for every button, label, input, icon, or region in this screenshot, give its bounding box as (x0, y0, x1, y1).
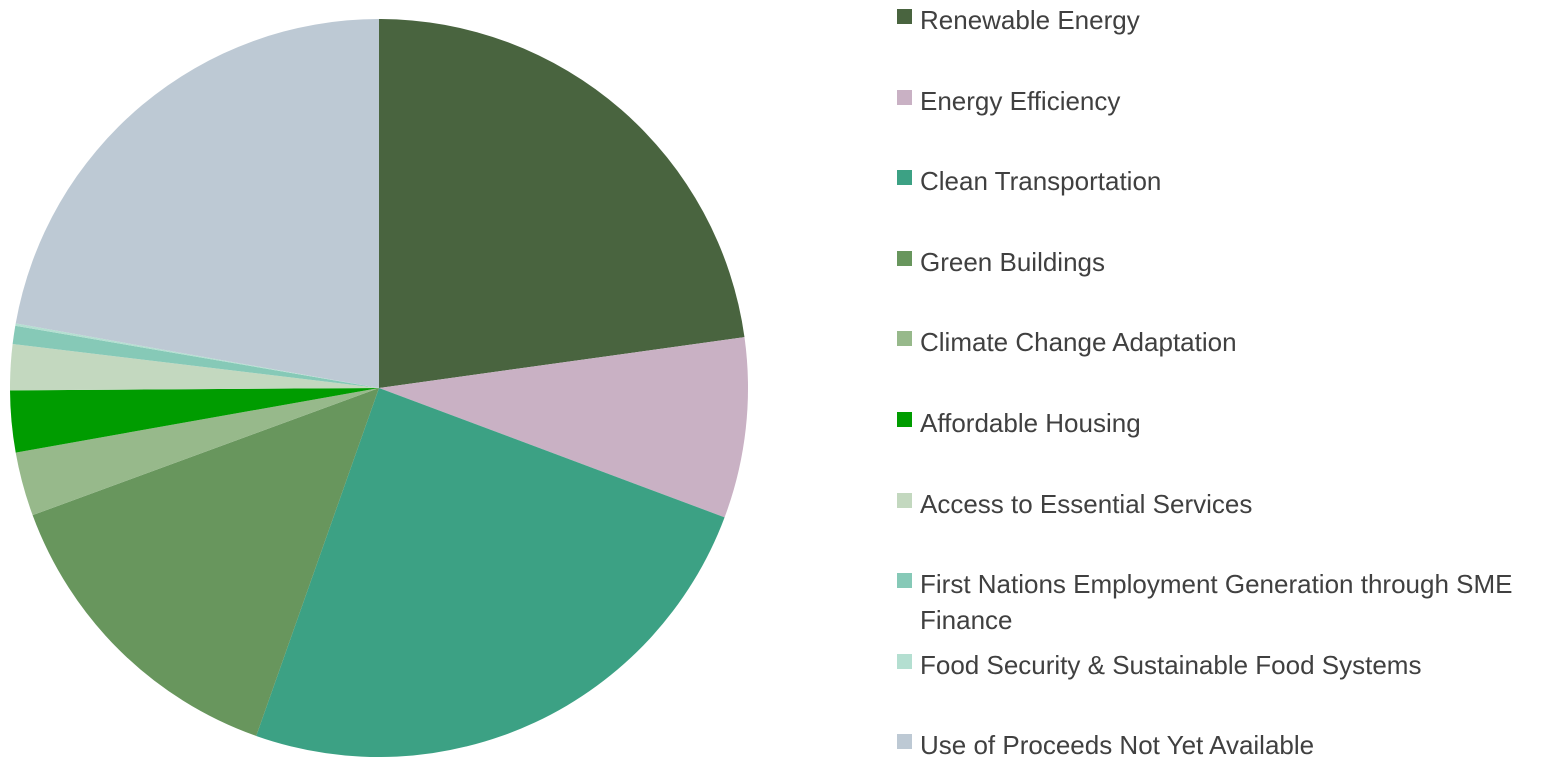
legend-item: Access to Essential Services (897, 486, 1550, 522)
legend-item: Food Security & Sustainable Food Systems (897, 647, 1550, 683)
legend-label: Use of Proceeds Not Yet Available (920, 730, 1315, 758)
pie-slice (12, 325, 380, 388)
legend-item: Affordable Housing (897, 405, 1550, 441)
legend-swatch (897, 573, 912, 589)
legend-label: Access to Essential Services (920, 488, 1253, 519)
legend-label: Green Buildings (920, 246, 1105, 277)
legend-label: Renewable Energy (920, 5, 1140, 35)
legend-label: First Nations Employment Generation thro… (920, 569, 1513, 636)
legend-item: Clean Transportation (897, 163, 1550, 199)
pie-slice (379, 337, 748, 518)
legend-label: Affordable Housing (920, 408, 1141, 438)
pie (9, 19, 748, 757)
legend-swatch (897, 89, 912, 105)
legend-label: Food Security & Sustainable Food Systems (920, 649, 1422, 680)
legend-swatch (897, 170, 912, 186)
legend-swatch (897, 734, 912, 750)
legend-item: Energy Efficiency (897, 83, 1550, 119)
pie-slice (32, 388, 379, 736)
legend-item: Green Buildings (897, 244, 1550, 280)
pie-slice (15, 323, 379, 388)
legend-swatch (897, 250, 912, 266)
legend-item: First Nations Employment Generation thro… (897, 566, 1550, 638)
legend-label: Climate Change Adaptation (920, 327, 1237, 358)
pie-slice (9, 344, 379, 391)
legend-label: Clean Transportation (920, 166, 1162, 197)
pie-slice (379, 19, 745, 388)
legend-swatch (897, 412, 912, 427)
pie-slice (15, 19, 379, 388)
legend-swatch (897, 653, 912, 669)
pie-slice (15, 388, 379, 516)
pie-slice (10, 388, 379, 453)
legend-label: Energy Efficiency (920, 85, 1121, 116)
legend-swatch (897, 9, 912, 24)
legend-swatch (897, 492, 912, 508)
legend-item: Climate Change Adaptation (897, 324, 1550, 360)
legend-swatch (897, 331, 912, 347)
legend-item: Renewable Energy (897, 2, 1550, 38)
pie-slice (256, 388, 725, 757)
legend-item: Use of Proceeds Not Yet Available (897, 727, 1550, 758)
